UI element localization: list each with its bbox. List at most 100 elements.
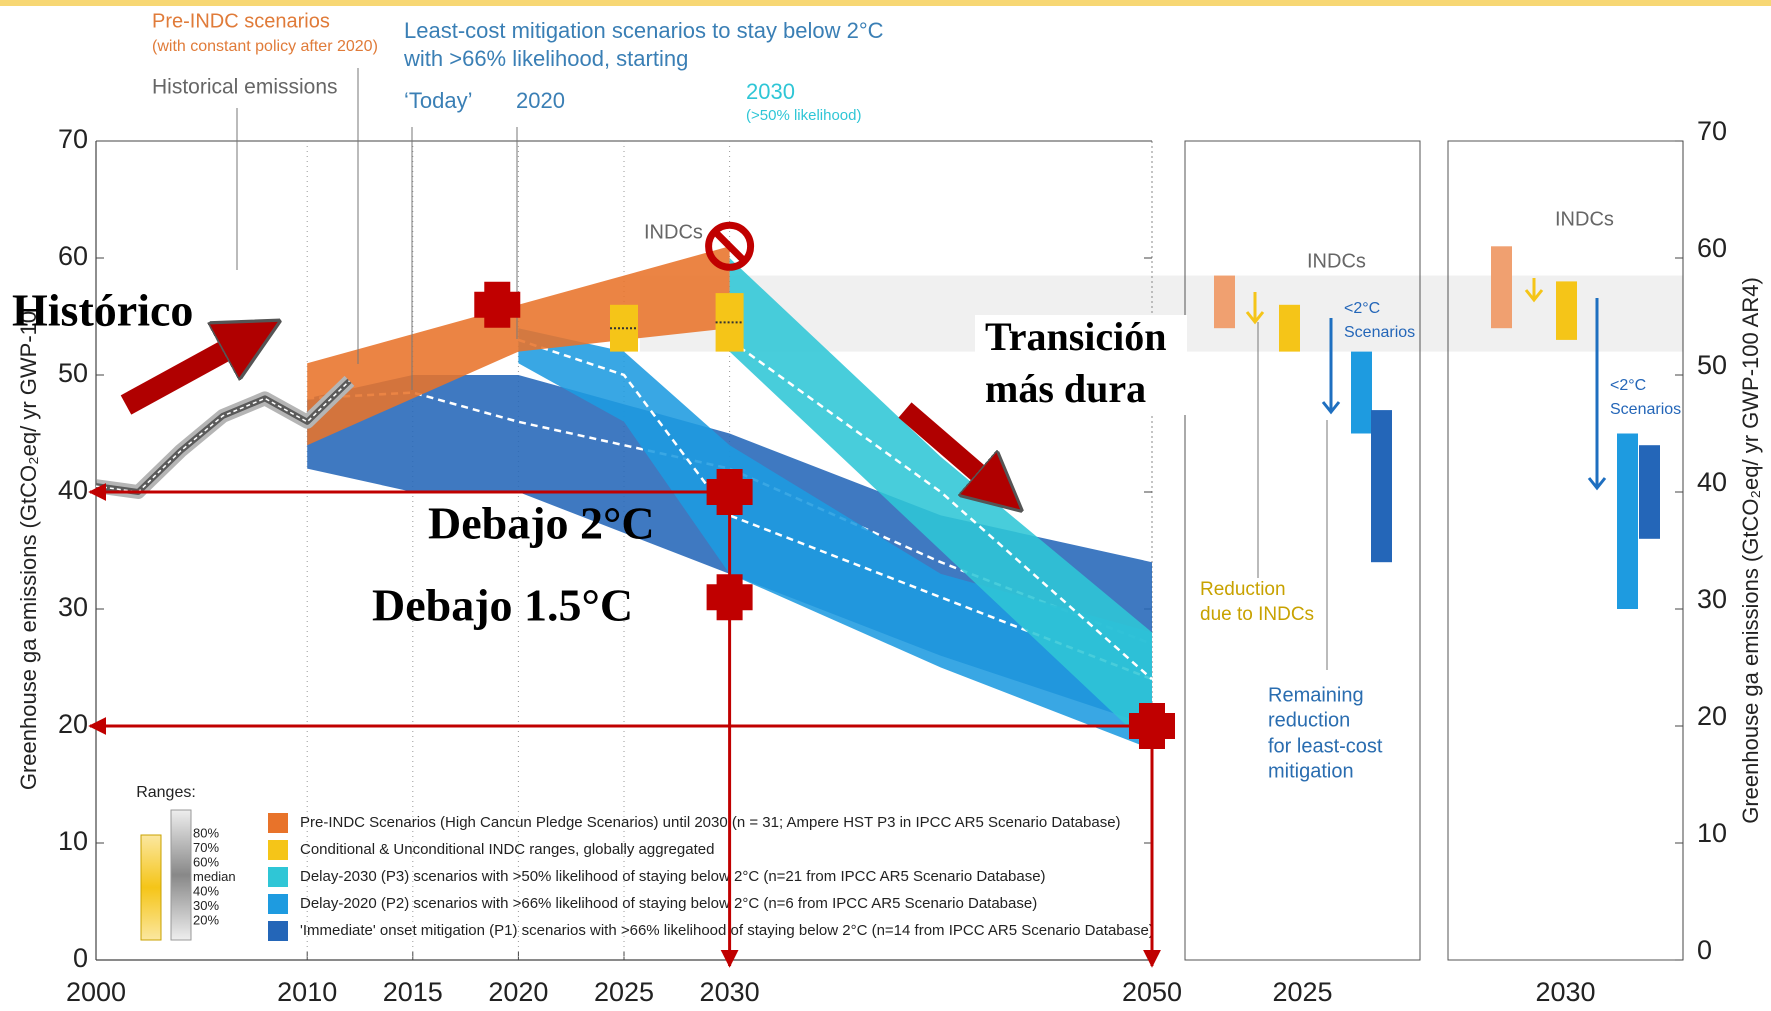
x-tick-label: 2020 (488, 977, 548, 1007)
y-tick-label: 10 (58, 826, 88, 856)
range-area (307, 246, 730, 446)
panel-bar (1491, 246, 1512, 329)
panel-arrow-head (1524, 289, 1544, 303)
range-key-label: 30% (193, 898, 219, 913)
y-tick-label: 0 (73, 943, 88, 973)
y-tick-label: 20 (58, 709, 88, 739)
cross-marker (706, 469, 753, 515)
top-stripe (0, 0, 1771, 6)
panel-bar (1279, 304, 1300, 352)
y2-tick-label: 10 (1697, 818, 1727, 848)
range-key-label: 60% (193, 854, 219, 869)
x-tick-label: 2050 (1122, 977, 1182, 1007)
median-line (728, 338, 1153, 681)
x-tick-label: 2030 (700, 977, 760, 1007)
stop-marker-slash (713, 229, 747, 263)
y-tick-label: 70 (58, 124, 88, 154)
range-key-label: 40% (193, 883, 219, 898)
x-tick-label: 2000 (66, 977, 126, 1007)
annotation: Scenarios (1344, 324, 1415, 341)
panel-frame (1184, 140, 1421, 961)
y2-tick-label: 30 (1697, 584, 1727, 614)
y2-axis-label: Greenhouse ga emissions (GtCO₂eq/ yr GWP… (1738, 277, 1763, 824)
annotation: INDCs (644, 221, 703, 243)
range-key-label: 20% (193, 912, 219, 927)
annotation: (>50% likelihood) (746, 107, 861, 124)
overlay-label: Debajo 1.5°C (372, 580, 633, 631)
legend-label: Delay-2030 (P3) scenarios with >50% like… (300, 868, 1046, 885)
panel-x-label: 2030 (1535, 977, 1595, 1007)
range-key-gray (170, 809, 192, 941)
legend-swatch (268, 921, 288, 941)
panel-frame (1447, 140, 1684, 961)
panel-arrow-head (1245, 311, 1265, 325)
legend-swatch (268, 813, 288, 833)
legend-swatch (268, 894, 288, 914)
range-key-label: 70% (193, 840, 219, 855)
cross-marker (1129, 703, 1175, 749)
x-tick-label: 2010 (277, 977, 337, 1007)
annotation: Ranges: (136, 784, 196, 801)
panel-bar (1617, 433, 1638, 609)
panel-bar (1639, 445, 1660, 539)
overlay-label: Transición (985, 314, 1167, 359)
y-tick-label: 40 (58, 475, 88, 505)
y-tick-label: 60 (58, 241, 88, 271)
annotation: Remaining (1268, 684, 1364, 706)
overlay-bg (975, 315, 1187, 415)
annotation: reduction (1268, 709, 1350, 731)
annotation: with >66% likelihood, starting (403, 46, 688, 71)
median-line (518, 338, 1153, 681)
legend-swatch (268, 867, 288, 887)
annotation: ‘Today’ (404, 88, 472, 113)
annotation: INDCs (1555, 208, 1614, 230)
legend-label: Delay-2020 (P2) scenarios with >66% like… (300, 895, 1037, 912)
overlay-label: Histórico (12, 285, 193, 336)
x-tick-label: 2025 (594, 977, 654, 1007)
annotation: due to INDCs (1200, 604, 1314, 625)
annotation: <2°C (1344, 300, 1380, 317)
annotation: Pre-INDC scenarios (152, 10, 330, 32)
y2-tick-label: 20 (1697, 701, 1727, 731)
annotation: 2020 (516, 88, 565, 113)
annotation: Reduction (1200, 579, 1286, 600)
panel-x-label: 2025 (1272, 977, 1332, 1007)
legend-label: 'Immediate' onset mitigation (P1) scenar… (300, 922, 1154, 939)
y2-tick-label: 50 (1697, 350, 1727, 380)
legend-label: Conditional & Unconditional INDC ranges,… (300, 841, 714, 858)
panel-arrow-head (1587, 477, 1607, 491)
y2-tick-label: 60 (1697, 233, 1727, 263)
annotation: INDCs (1307, 250, 1366, 272)
annotation: mitigation (1268, 760, 1354, 782)
y2-tick-label: 70 (1697, 116, 1727, 146)
range-key-label: 80% (193, 825, 219, 840)
annotation: (with constant policy after 2020) (152, 38, 378, 55)
overlay-label: Debajo 2°C (428, 498, 655, 549)
cross-marker (474, 281, 521, 328)
annotation: Historical emissions (152, 76, 338, 99)
big-arrow (120, 336, 252, 415)
y-axis-label: Greenhouse ga emissions (GtCO₂eq/ yr GWP… (16, 311, 41, 790)
annotation: 2030 (746, 79, 795, 104)
legend-swatch (268, 840, 288, 860)
cross-marker (706, 574, 753, 621)
legend-label: Pre-INDC Scenarios (High Cancun Pledge S… (300, 814, 1121, 831)
range-area (518, 328, 1152, 750)
panel-bar (1371, 410, 1392, 563)
annotation: Scenarios (1610, 401, 1681, 418)
y-tick-label: 30 (58, 592, 88, 622)
overlay-label: más dura (985, 366, 1146, 411)
stop-marker (705, 221, 755, 271)
panel-bar (1351, 351, 1372, 434)
panel-arrow-head (1321, 401, 1341, 415)
annotation: for least-cost (1268, 735, 1383, 757)
range-key-label: median (193, 869, 236, 884)
big-arrow (898, 402, 1000, 492)
annotation: Least-cost mitigation scenarios to stay … (404, 18, 884, 43)
annotation: <2°C (1610, 377, 1646, 394)
x-tick-label: 2015 (383, 977, 443, 1007)
panel-bar (1214, 275, 1235, 329)
panel-bar (1556, 281, 1577, 340)
range-key-yellow (140, 834, 162, 941)
y2-tick-label: 0 (1697, 935, 1712, 965)
